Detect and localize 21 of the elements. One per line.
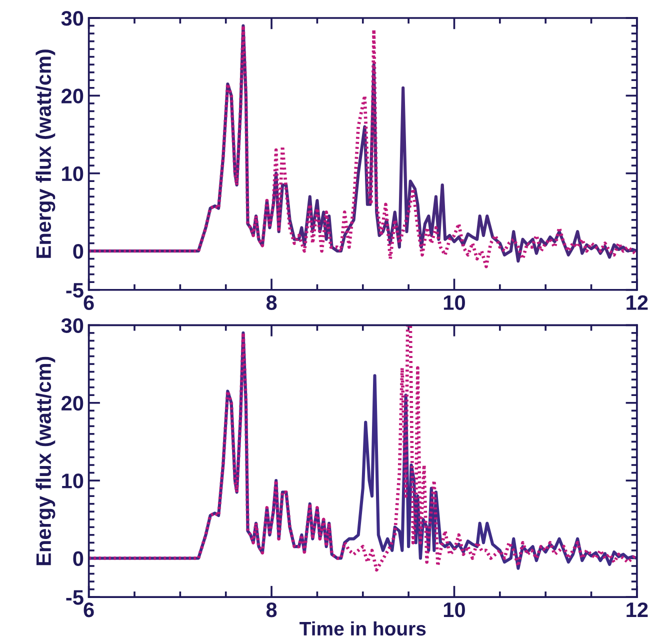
y-tick-label: -5: [66, 283, 84, 298]
x-tick-label: 12: [626, 295, 648, 310]
x-axis-title: Time in hours: [300, 621, 426, 636]
x-tick-label: 10: [444, 602, 465, 618]
x-tick-label: 10: [444, 295, 465, 310]
y-tick-label: 20: [62, 88, 84, 104]
x-tick-label: 6: [84, 295, 94, 310]
y-tick-label: 10: [62, 474, 84, 488]
x-tick-label: 6: [84, 602, 94, 618]
y-tick-label: 0: [73, 551, 84, 566]
x-tick-label: 12: [626, 602, 648, 618]
y-tick-label: 0: [73, 244, 84, 259]
x-tick-label: 8: [266, 602, 277, 618]
y-tick-label: -5: [66, 590, 84, 605]
y-tick-label: 30: [61, 318, 84, 333]
x-tick-label: 8: [266, 295, 277, 310]
y-tick-label: 30: [61, 10, 84, 26]
y-tick-label: 10: [62, 166, 84, 182]
y-axis-title: Energy flux (watt/cm): [36, 50, 56, 258]
y-tick-label: 20: [62, 396, 84, 411]
y-axis-title: Energy flux (watt/cm): [36, 356, 56, 566]
